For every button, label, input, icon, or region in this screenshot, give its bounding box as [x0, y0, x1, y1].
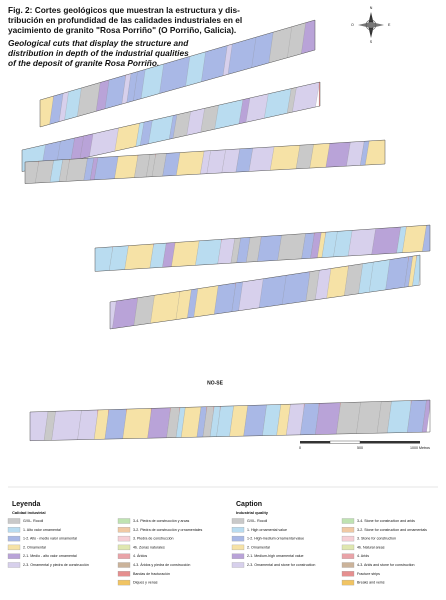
legend-item: 2. Ornamental	[23, 545, 46, 549]
legend-swatch	[117, 571, 131, 577]
section-outline	[24, 139, 386, 184]
legend-swatch	[7, 527, 21, 533]
legend-item: 4-3. Arids and stone for construction	[357, 563, 415, 567]
legend-item: Breaks and veins	[357, 581, 385, 585]
legend-swatch	[231, 544, 245, 551]
section-outline	[29, 399, 431, 442]
compass-w: O	[351, 23, 354, 27]
section-outline	[39, 19, 316, 128]
unit	[285, 400, 306, 441]
unit	[242, 400, 268, 441]
unit	[275, 400, 292, 441]
legend-item: 2-3. Ornamental and stone for constructi…	[247, 563, 315, 567]
caption-en: of the deposit of granite Rosa Porriño.	[8, 58, 159, 68]
legend-swatch	[341, 553, 355, 559]
legend-swatch	[117, 579, 131, 586]
legend-item: 1. High ornamental value	[247, 528, 287, 532]
cross-section	[25, 140, 385, 184]
legend-item: Bandas de fracturación	[133, 572, 170, 576]
section-outline	[109, 254, 421, 330]
legend-item: 3-4. Stone for construction and arids	[357, 519, 415, 523]
legend-title: Caption	[236, 501, 262, 508]
legend-item: G/XL. Rocoll	[23, 519, 43, 523]
legend-item: 3-2. Stone for construction and ornament…	[357, 528, 427, 532]
legend-item: 2. Ornamental	[247, 545, 270, 549]
unit	[421, 225, 430, 258]
legend-item: 1. Alto valor ornamental	[23, 528, 61, 532]
legend-swatch	[341, 535, 355, 542]
legend-item: 4. Arids	[357, 554, 369, 558]
legend-item: 2-1. Medium-high ornamental value	[247, 554, 304, 558]
scale-label: 500	[357, 446, 363, 450]
caption-en: distribution in depth of the industrial …	[8, 48, 189, 58]
legend-swatch	[117, 544, 131, 551]
caption-es: tribución en profundidad de las calidade…	[8, 15, 242, 25]
legend-item: 4b. Zonas naturales	[133, 545, 165, 549]
legend-item: 3. Stone for construction	[357, 537, 396, 541]
legend-subtitle: Calidad industrial	[12, 510, 46, 515]
caption-en: Geological cuts that display the structu…	[8, 38, 189, 48]
legend-swatch	[341, 562, 355, 568]
compass	[358, 12, 384, 38]
legend-swatch	[117, 518, 131, 524]
legend-item: 3. Piedra de construcción	[133, 537, 174, 541]
legend-swatch	[341, 571, 355, 577]
unit	[364, 140, 385, 171]
compass-s: S	[370, 40, 373, 44]
unit	[314, 400, 342, 441]
unit	[335, 400, 362, 441]
unit	[299, 400, 321, 441]
legend-title: Leyenda	[12, 501, 41, 508]
scale-bar	[300, 440, 420, 444]
legend-item: 3-4. Piedra de construcción y arcas	[133, 519, 190, 523]
caption-es: Fig. 2: Cortes geológicos que muestran l…	[8, 5, 240, 15]
scale-label: 1000 Metros	[410, 446, 430, 450]
legend-item: 4. Áridos	[133, 554, 147, 558]
legend-swatch	[7, 562, 21, 568]
legend-item: Diques y venas	[133, 581, 158, 585]
legend-swatch	[341, 579, 355, 586]
legend-swatch	[117, 527, 131, 533]
legend-swatch	[7, 535, 21, 542]
legend-swatch	[341, 527, 355, 533]
legend-item: 4-3. Áridos y piedra de construcción	[133, 563, 190, 567]
scale-label: 0	[299, 446, 301, 450]
legend-swatch	[7, 553, 21, 559]
legend-item: 1-2. Alto - medio valor ornamental	[23, 537, 77, 541]
caption-es: yacimiento de granito "Rosa Porriño" (O …	[8, 25, 236, 35]
section-outline	[21, 81, 321, 172]
legend-item: 1-2. High-medium ornamental value	[247, 537, 304, 541]
legend-swatch	[7, 544, 21, 551]
legend-item: 2-3. Ornamental y piedra de construcción	[23, 563, 89, 567]
compass-e: E	[388, 23, 391, 27]
legend-item: 3-2. Piedra de construcción y ornamental…	[133, 528, 203, 532]
legend-swatch	[117, 562, 131, 568]
legend-item: G/XL. Rocoll	[247, 519, 267, 523]
legend-item: 4b. Natural areas	[357, 545, 385, 549]
legend-swatch	[341, 544, 355, 551]
fracture	[318, 82, 320, 113]
compass-n: N	[370, 6, 373, 10]
legend-swatch	[231, 527, 245, 533]
legend-swatch	[231, 553, 245, 559]
section-outline	[94, 224, 431, 272]
legend-item: 2-1. Medio - alto valor ornamental	[23, 554, 77, 558]
legend-swatch	[117, 535, 131, 542]
legend-item: Fracture strips	[357, 572, 380, 576]
legend-swatch	[341, 518, 355, 524]
legend-swatch	[231, 562, 245, 568]
legend-swatch	[231, 518, 245, 524]
unit	[261, 400, 282, 441]
legend-subtitle: Industrial quality	[236, 510, 269, 515]
legend-swatch	[117, 553, 131, 559]
legend-swatch	[231, 535, 245, 542]
section-label: NO-SE	[207, 380, 224, 386]
legend-swatch	[7, 518, 21, 524]
